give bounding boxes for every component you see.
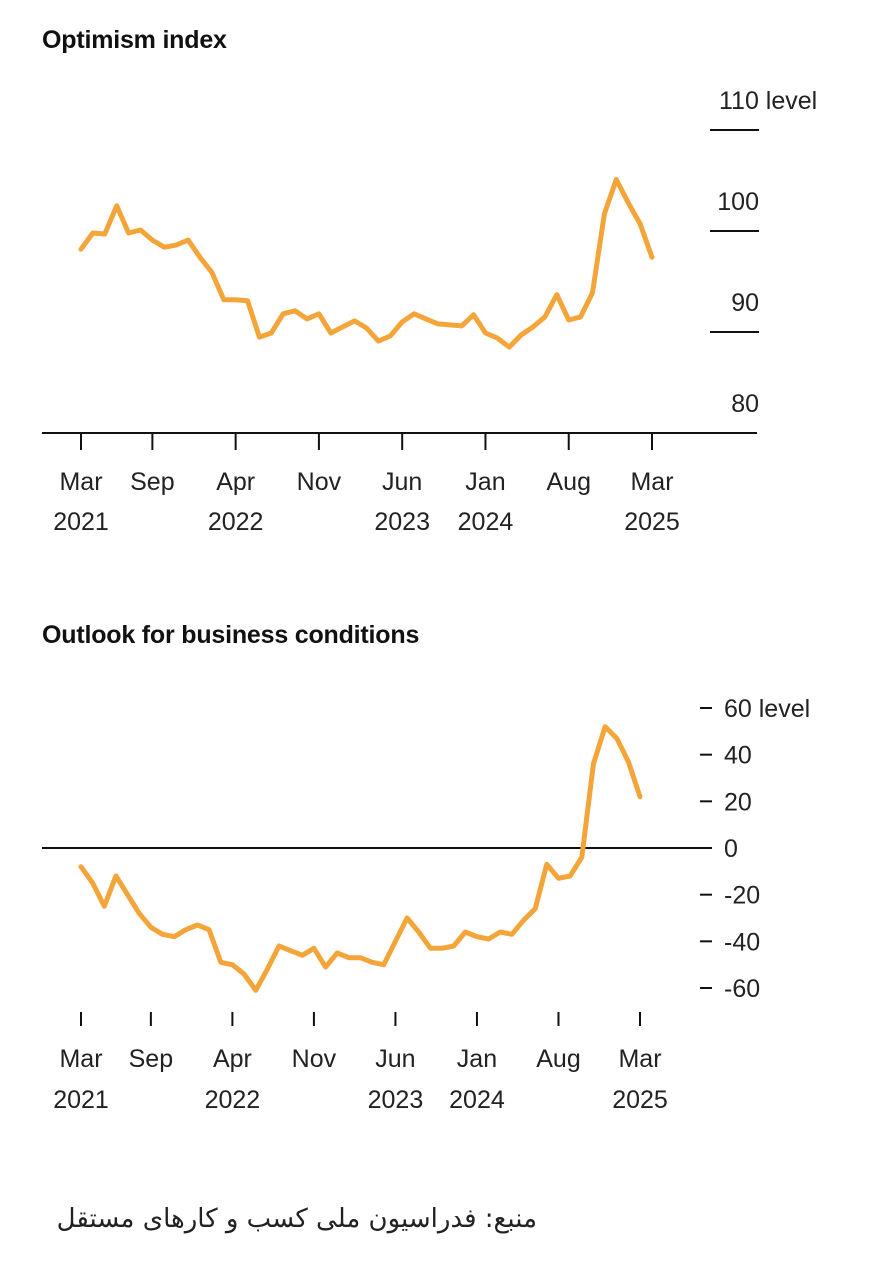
- x-tick-year-label: 2023: [374, 508, 430, 536]
- x-tick-label: Nov: [292, 1045, 337, 1073]
- x-tick-label: Nov: [297, 468, 342, 496]
- x-tick-label: Mar: [59, 468, 102, 496]
- y-tick-label: 60 level: [724, 695, 810, 723]
- y-tick-label: 40: [724, 742, 752, 770]
- y-tick-label: 20: [724, 788, 752, 816]
- y-tick-label: -20: [724, 882, 760, 910]
- business-outlook-chart: Mar 2021 Sep Apr 2022 Nov Jun 2023 Jan 2024 Aug Mar…: [42, 695, 810, 1114]
- outlook-chart-title: Outlook for business conditions: [42, 621, 420, 649]
- x-tick-label: Aug: [536, 1045, 580, 1073]
- outlook-series-line: [78, 724, 643, 993]
- optimism-chart-title: Optimism index: [42, 26, 227, 54]
- x-tick-label: Sep: [129, 1045, 173, 1073]
- y-tick-label: 100: [717, 188, 759, 216]
- y-tick-label: 110 level: [719, 87, 817, 115]
- source-note: منبع: فدراسیون ملی کسب و کارهای مستقل: [56, 1204, 537, 1234]
- y-tick-label: -40: [724, 928, 760, 956]
- y-tick-label: 80: [731, 390, 759, 418]
- x-tick-label: Aug: [546, 468, 590, 496]
- x-tick-year-label: 2025: [612, 1086, 668, 1114]
- x-tick-year-label: 2024: [449, 1086, 505, 1114]
- x-tick-label: Apr: [213, 1045, 252, 1073]
- x-tick-label: Mar: [59, 1045, 102, 1073]
- y-tick-label: -60: [724, 975, 760, 1003]
- x-tick-year-label: 2022: [208, 508, 264, 536]
- x-tick-label: Jun: [382, 468, 422, 496]
- x-tick-label: Apr: [216, 468, 255, 496]
- y-tick-label: 90: [731, 289, 759, 317]
- x-tick-label: Jan: [465, 468, 505, 496]
- x-tick-year-label: 2022: [205, 1086, 261, 1114]
- optimism-series-line: [78, 177, 655, 350]
- x-tick-label: Jun: [375, 1045, 415, 1073]
- optimism-index-chart: Mar 2021 Sep Apr 2022 Nov Jun 2023 Jan 2024 Aug Mar…: [42, 87, 817, 536]
- x-tick-year-label: 2025: [624, 508, 680, 536]
- y-tick-label: 0: [724, 835, 738, 863]
- x-tick-label: Mar: [618, 1045, 661, 1073]
- x-tick-year-label: 2024: [458, 508, 514, 536]
- x-tick-year-label: 2023: [368, 1086, 424, 1114]
- x-tick-year-label: 2021: [53, 508, 109, 536]
- x-tick-year-label: 2021: [53, 1086, 109, 1114]
- x-tick-label: Jan: [457, 1045, 497, 1073]
- x-tick-label: Mar: [630, 468, 673, 496]
- x-tick-label: Sep: [130, 468, 174, 496]
